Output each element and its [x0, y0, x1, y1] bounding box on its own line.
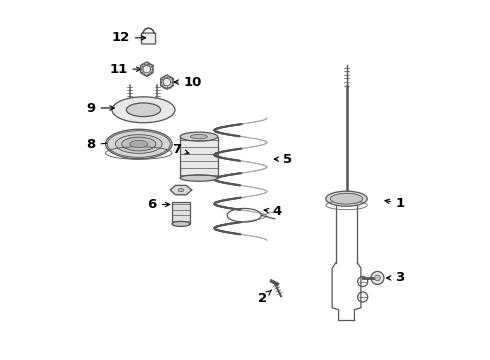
Text: 4: 4 [264, 205, 282, 218]
Text: 9: 9 [86, 102, 114, 114]
Bar [172, 202, 190, 224]
Ellipse shape [191, 135, 207, 139]
Ellipse shape [105, 129, 172, 159]
Wedge shape [143, 28, 154, 34]
Ellipse shape [116, 135, 162, 153]
Bar [180, 136, 218, 178]
Text: 11: 11 [109, 63, 141, 76]
Ellipse shape [180, 132, 218, 141]
Polygon shape [170, 185, 192, 195]
Ellipse shape [326, 191, 367, 206]
Circle shape [374, 275, 380, 281]
Ellipse shape [178, 189, 184, 192]
Text: 3: 3 [387, 271, 404, 284]
Text: 12: 12 [112, 31, 146, 44]
Ellipse shape [122, 137, 156, 151]
Text: 1: 1 [385, 197, 405, 210]
Polygon shape [161, 75, 173, 89]
Ellipse shape [126, 103, 161, 117]
Text: 10: 10 [174, 76, 202, 89]
FancyBboxPatch shape [142, 33, 156, 44]
Ellipse shape [107, 131, 171, 157]
Text: 5: 5 [274, 153, 292, 166]
Text: 2: 2 [258, 290, 272, 305]
Circle shape [371, 271, 384, 284]
Polygon shape [141, 62, 153, 76]
Text: 7: 7 [172, 143, 189, 156]
Text: 6: 6 [147, 198, 170, 211]
Ellipse shape [172, 221, 190, 226]
Text: 8: 8 [86, 138, 114, 151]
Ellipse shape [130, 140, 148, 148]
Ellipse shape [112, 97, 175, 123]
Ellipse shape [330, 193, 363, 204]
Ellipse shape [180, 175, 218, 181]
